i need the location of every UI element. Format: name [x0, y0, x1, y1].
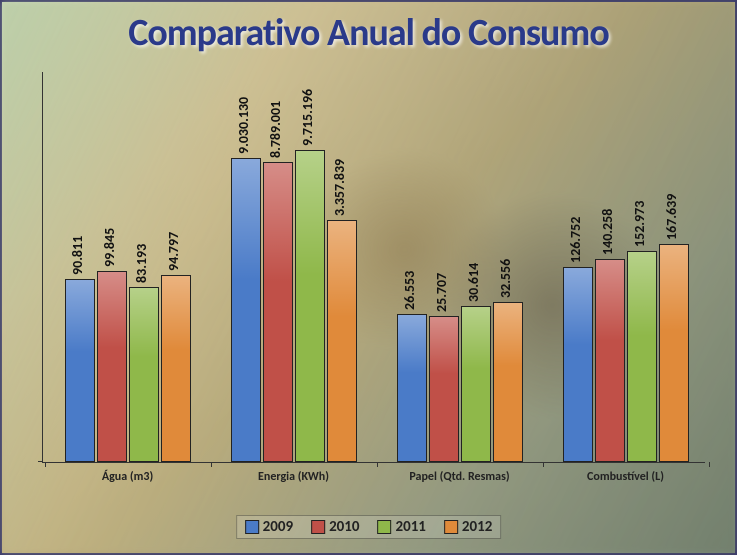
chart-legend: 2009 2010 2011 2012	[236, 515, 502, 539]
legend-swatch	[444, 520, 458, 534]
bar-value-label: 32.556	[497, 259, 514, 298]
bar-value-label: 9.030.130	[235, 97, 252, 154]
bar-value-label: 126.752	[567, 217, 584, 263]
legend-label: 2012	[462, 518, 492, 536]
legend-item: 2012	[444, 518, 492, 536]
category-group: 9.030.1308.789.0019.715.1963.357.839Ener…	[231, 72, 357, 462]
bar: 30.614	[461, 306, 491, 462]
bar-value-label: 30.614	[465, 263, 482, 302]
bar-value-label: 9.715.196	[299, 89, 316, 146]
legend-item: 2010	[311, 518, 359, 536]
plot-area: 90.81199.84583.19394.797Água (m3) 9.030.1…	[42, 72, 705, 463]
category-group: 26.55325.70730.61432.556Papel (Qtd. Resm…	[397, 72, 523, 462]
bar: 99.845	[97, 271, 127, 462]
legend-swatch	[245, 520, 259, 534]
category-label: Água (m3)	[102, 470, 153, 484]
bar-value-label: 99.845	[101, 228, 118, 267]
bar: 140.258	[595, 259, 625, 462]
bar: 9.030.130	[231, 158, 261, 462]
bar: 152.973	[627, 251, 657, 462]
bar: 126.752	[563, 267, 593, 462]
legend-item: 2009	[245, 518, 293, 536]
chart-title: Comparativo Anual do Consumo	[2, 10, 735, 56]
bar-value-label: 3.357.839	[331, 159, 348, 216]
legend-item: 2011	[378, 518, 426, 536]
bar-value-label: 83.193	[133, 243, 150, 282]
bar-value-label: 167.639	[663, 193, 680, 239]
bar: 25.707	[429, 316, 459, 462]
category-group: 126.752140.258152.973167.639Combustível …	[563, 72, 689, 462]
bar: 26.553	[397, 314, 427, 462]
legend-label: 2011	[396, 518, 426, 536]
bar-value-label: 25.707	[433, 273, 450, 312]
legend-label: 2009	[263, 518, 293, 536]
category-label: Energia (KWh)	[258, 470, 329, 484]
bar: 90.811	[65, 279, 95, 462]
bar: 83.193	[129, 287, 159, 463]
bar: 3.357.839	[327, 220, 357, 462]
bar: 8.789.001	[263, 162, 293, 462]
legend-label: 2010	[329, 518, 359, 536]
bar-value-label: 152.973	[631, 201, 648, 247]
bar: 167.639	[659, 244, 689, 462]
category-label: Combustível (L)	[587, 470, 664, 484]
chart-container: Comparativo Anual do Consumo 90.81199.84…	[0, 0, 737, 555]
bar-value-label: 8.789.001	[267, 101, 284, 158]
bar-value-label: 90.811	[69, 235, 86, 274]
bar: 94.797	[161, 275, 191, 462]
legend-swatch	[378, 520, 392, 534]
legend-swatch	[311, 520, 325, 534]
bar: 32.556	[493, 302, 523, 462]
category-group: 90.81199.84583.19394.797Água (m3)	[65, 72, 191, 462]
bar: 9.715.196	[295, 150, 325, 462]
bar-value-label: 94.797	[165, 232, 182, 271]
bar-value-label: 140.258	[599, 209, 616, 255]
category-label: Papel (Qtd. Resmas)	[409, 470, 509, 484]
bar-value-label: 26.553	[401, 271, 418, 310]
